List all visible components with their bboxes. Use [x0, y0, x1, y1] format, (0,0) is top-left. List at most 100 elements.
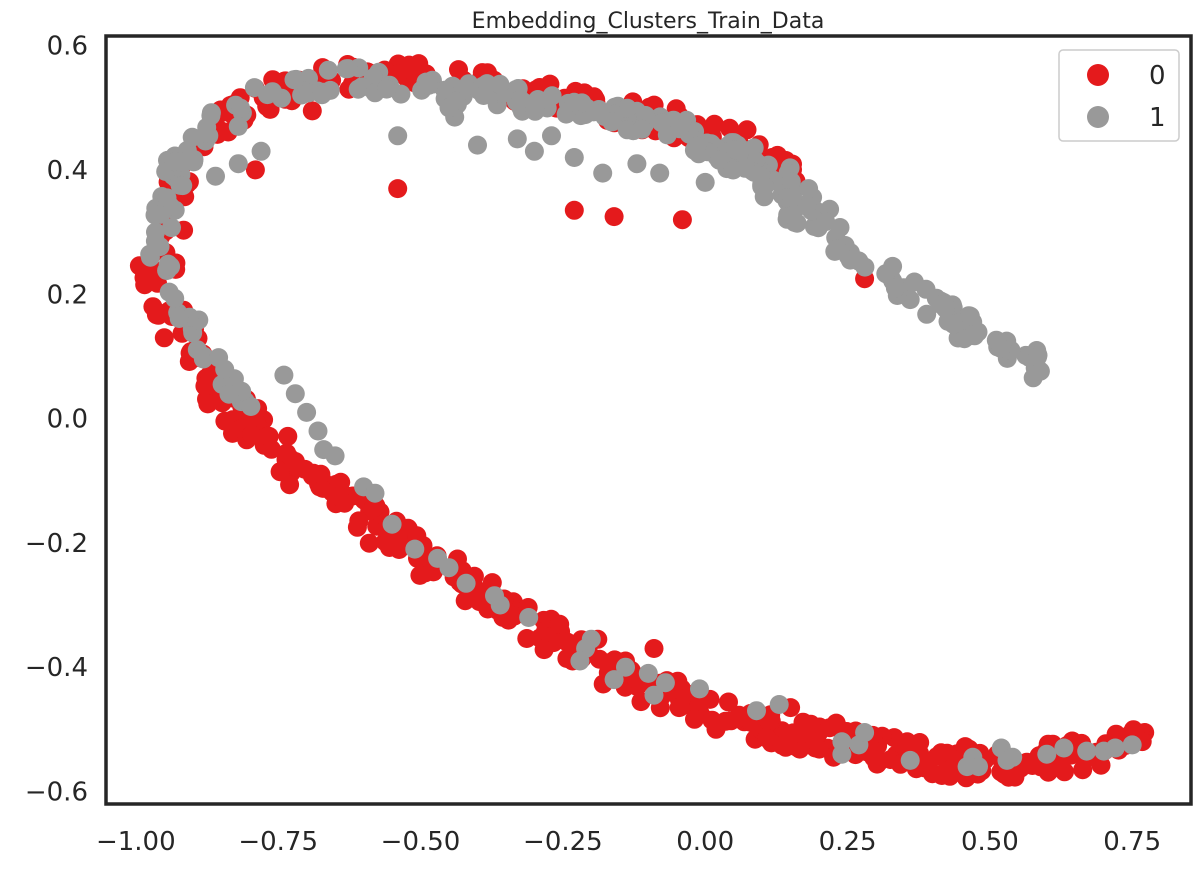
point-series-1	[616, 657, 635, 677]
point-series-0	[720, 118, 740, 138]
point-series-1	[650, 163, 670, 183]
point-series-1	[1105, 738, 1125, 758]
point-series-1	[439, 558, 459, 578]
point-series-1	[799, 179, 819, 199]
point-series-1	[655, 673, 675, 693]
point-series-1	[632, 119, 652, 139]
point-series-0	[826, 713, 846, 733]
point-series-0	[270, 462, 290, 482]
x-axis: −1.00 −0.75 −0.50 −0.25 0.00 0.25 0.50 0.75	[96, 827, 1161, 857]
point-series-1	[832, 744, 852, 764]
point-series-0	[363, 498, 383, 518]
point-series-1	[241, 397, 261, 416]
point-series-1	[201, 103, 221, 123]
point-series-1	[570, 651, 590, 671]
point-series-1	[885, 278, 905, 298]
point-series-0	[311, 464, 331, 484]
point-series-0	[154, 328, 174, 348]
point-series-1	[228, 154, 248, 174]
point-series-1	[782, 187, 802, 207]
point-series-0	[1106, 724, 1126, 744]
point-series-1	[519, 608, 539, 627]
point-series-1	[244, 78, 264, 98]
legend-marker-1	[1087, 106, 1109, 128]
point-series-0	[936, 762, 955, 782]
point-series-0	[604, 207, 624, 227]
point-series-0	[258, 426, 278, 446]
point-series-0	[772, 735, 792, 755]
point-series-0	[289, 458, 308, 478]
point-series-1	[638, 663, 658, 683]
point-series-0	[704, 114, 724, 134]
point-series-1	[146, 222, 165, 242]
x-tick-label: −1.00	[96, 827, 176, 857]
point-series-1	[325, 446, 345, 466]
point-series-1	[312, 85, 332, 105]
point-series-1	[564, 92, 584, 112]
point-series-1	[382, 514, 402, 534]
point-series-1	[338, 59, 358, 79]
y-tick-label: 0.0	[47, 405, 88, 435]
point-series-1	[900, 750, 920, 770]
point-series-0	[347, 517, 367, 537]
point-series-0	[517, 629, 537, 648]
point-series-1	[318, 60, 338, 80]
point-series-0	[644, 639, 664, 658]
x-tick-label: −0.75	[238, 827, 318, 857]
point-series-1	[377, 79, 397, 99]
point-series-1	[769, 695, 789, 714]
point-series-1	[617, 120, 637, 140]
point-series-0	[280, 475, 300, 495]
x-tick-label: −0.50	[381, 827, 461, 857]
point-series-1	[604, 670, 624, 690]
legend-label-1: 1	[1149, 103, 1166, 133]
point-series-0	[1022, 756, 1042, 775]
point-series-1	[754, 187, 774, 207]
point-series-1	[297, 402, 317, 422]
point-series-1	[525, 101, 545, 121]
point-series-1	[140, 244, 160, 264]
point-series-1	[184, 150, 204, 169]
point-series-0	[685, 709, 704, 729]
point-series-1	[1077, 741, 1097, 761]
point-series-0	[215, 411, 235, 431]
point-series-1	[602, 112, 622, 132]
point-series-0	[410, 565, 430, 585]
point-series-0	[534, 640, 554, 660]
point-series-1	[969, 757, 988, 777]
point-series-0	[550, 614, 570, 634]
point-series-0	[388, 179, 408, 199]
point-series-1	[284, 70, 304, 90]
point-series-1	[477, 74, 497, 94]
point-series-1	[904, 272, 924, 292]
point-series-1	[490, 595, 510, 615]
point-series-0	[390, 530, 409, 550]
point-series-1	[197, 123, 217, 143]
point-series-0	[329, 486, 349, 506]
point-series-1	[209, 348, 229, 368]
point-series-0	[927, 747, 947, 766]
point-series-1	[365, 483, 385, 503]
point-series-1	[228, 116, 248, 136]
point-series-1	[1122, 735, 1142, 755]
legend: 0 1	[1058, 49, 1180, 142]
x-tick-label: 0.75	[1103, 827, 1161, 857]
point-series-1	[687, 136, 707, 156]
point-series-1	[1028, 347, 1047, 367]
point-series-1	[954, 329, 974, 349]
y-tick-label: −0.4	[25, 653, 88, 683]
point-series-1	[173, 176, 193, 196]
point-series-1	[855, 257, 875, 277]
point-series-0	[277, 443, 297, 463]
point-series-1	[997, 750, 1017, 770]
point-series-0	[757, 728, 777, 748]
point-series-1	[162, 218, 181, 238]
point-series-0	[242, 425, 262, 444]
x-tick-label: 0.50	[961, 827, 1019, 857]
point-series-0	[198, 394, 218, 414]
point-series-1	[991, 339, 1011, 358]
point-series-1	[524, 141, 544, 161]
plot-frame	[104, 34, 1193, 806]
